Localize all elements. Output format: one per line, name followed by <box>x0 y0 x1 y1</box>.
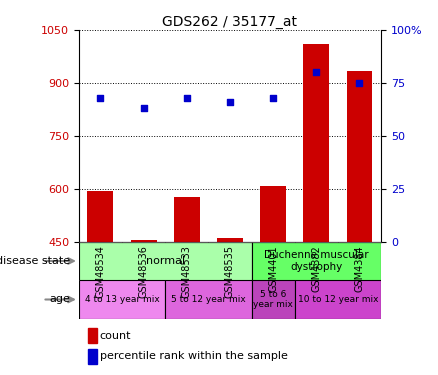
Text: 10 to 12 year mix: 10 to 12 year mix <box>298 295 378 304</box>
Bar <box>251 280 295 319</box>
Text: GSM4401: GSM4401 <box>268 246 278 292</box>
Bar <box>131 240 156 375</box>
Bar <box>88 190 113 375</box>
Bar <box>165 280 251 319</box>
Bar <box>217 237 243 375</box>
Bar <box>346 70 372 375</box>
Bar <box>304 44 329 375</box>
Point <box>226 99 233 105</box>
Text: GSM48536: GSM48536 <box>138 246 148 298</box>
Bar <box>79 242 251 280</box>
Text: age: age <box>49 294 70 304</box>
Point <box>183 95 190 101</box>
Point <box>356 80 363 86</box>
Text: GSM48534: GSM48534 <box>95 246 106 298</box>
Text: GSM4382: GSM4382 <box>311 246 321 292</box>
Text: GSM48535: GSM48535 <box>225 246 235 298</box>
Text: count: count <box>100 331 131 340</box>
Text: disease state: disease state <box>0 256 70 266</box>
Bar <box>79 280 165 319</box>
Point <box>97 95 104 101</box>
Point <box>140 105 147 111</box>
Text: 4 to 13 year mix: 4 to 13 year mix <box>85 295 159 304</box>
Point <box>270 95 277 101</box>
Title: GDS262 / 35177_at: GDS262 / 35177_at <box>162 15 297 29</box>
Bar <box>174 197 200 375</box>
Bar <box>260 186 286 375</box>
Text: GSM4384: GSM4384 <box>354 246 364 292</box>
Text: GSM48533: GSM48533 <box>182 246 192 298</box>
Bar <box>251 242 381 280</box>
Text: Duchenne muscular
dystrophy: Duchenne muscular dystrophy <box>264 250 369 272</box>
Text: 5 to 12 year mix: 5 to 12 year mix <box>171 295 246 304</box>
Text: normal: normal <box>145 256 185 266</box>
Point <box>313 69 320 75</box>
Text: 5 to 6
year mix: 5 to 6 year mix <box>253 290 293 309</box>
Bar <box>295 280 381 319</box>
Text: percentile rank within the sample: percentile rank within the sample <box>100 351 288 361</box>
